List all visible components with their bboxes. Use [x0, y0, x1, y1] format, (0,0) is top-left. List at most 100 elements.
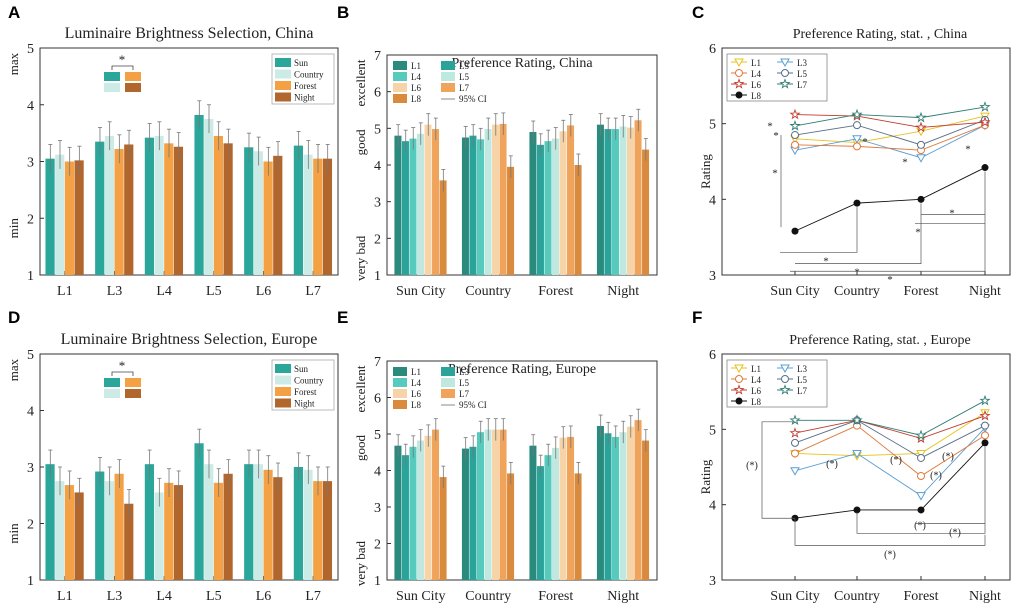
panel-b: B 1 2 3 4 5 6 7 Sun City Country Forest Night Prefer… [337, 3, 658, 299]
panel-letter: E [337, 308, 348, 327]
bar [611, 129, 619, 275]
marker [779, 78, 791, 89]
bar [476, 139, 484, 275]
bar [322, 481, 333, 580]
bar [424, 435, 432, 580]
chart-title: Preference Rating, China [451, 56, 593, 71]
series-line [794, 419, 986, 459]
legend-swatch [441, 367, 455, 376]
bar [263, 161, 273, 275]
marker [735, 397, 743, 405]
legend-swatch [275, 58, 291, 67]
legend-label: Country [294, 376, 324, 386]
x-tick-label: Night [969, 284, 1001, 299]
legend-swatch [275, 364, 291, 373]
marker [853, 121, 861, 130]
bar [124, 503, 134, 580]
x-tick-label: Sun City [396, 589, 445, 604]
y-tick-label: 7 [374, 355, 381, 370]
bar [642, 440, 650, 580]
y-tick-label: 3 [709, 574, 716, 589]
marker [853, 506, 861, 514]
legend-label: Sun [294, 58, 309, 68]
legend-label: L5 [797, 375, 807, 385]
legend-label: Night [294, 399, 315, 409]
marker [917, 195, 925, 203]
legend-label: L7 [459, 389, 469, 399]
marker [915, 111, 927, 123]
marker [981, 431, 989, 440]
bar [461, 137, 469, 275]
bar [273, 477, 283, 580]
x-tick-label: L5 [206, 589, 222, 604]
legend-swatch [393, 72, 407, 81]
sig-star: * [823, 255, 829, 267]
panel-letter: A [8, 3, 20, 22]
x-tick-label: Forest [904, 284, 939, 299]
bar [484, 429, 492, 580]
bar [567, 436, 575, 580]
marker [917, 506, 925, 514]
legend-swatch [393, 400, 407, 409]
legend-label: L3 [459, 367, 469, 377]
marker [853, 142, 861, 151]
bar [154, 135, 164, 275]
y-label-max: max [6, 52, 21, 75]
legend-swatch [393, 367, 407, 376]
x-tick-label: L1 [57, 284, 73, 299]
marker [852, 135, 862, 144]
marker [979, 116, 991, 127]
bar [244, 147, 254, 275]
bar [164, 143, 174, 275]
bar [293, 467, 303, 580]
legend-swatch [393, 378, 407, 387]
bar [642, 149, 650, 275]
y-tick-label: 1 [374, 269, 381, 284]
bar [95, 471, 105, 580]
legend-swatch [275, 69, 291, 79]
sig-bracket [780, 207, 858, 253]
bar [303, 154, 313, 275]
x-tick-label: Country [465, 589, 511, 604]
sig-swatch [104, 83, 120, 92]
bar [559, 437, 567, 580]
bar [95, 141, 105, 275]
legend-label: L8 [751, 397, 761, 407]
marker [733, 384, 745, 395]
bar [492, 124, 500, 276]
bar [64, 161, 75, 275]
bar [173, 146, 184, 275]
legend-label: L6 [751, 386, 761, 396]
bar [476, 432, 484, 580]
legend-label: L5 [797, 69, 807, 79]
sig-star: * [773, 130, 779, 142]
marker [781, 69, 789, 77]
bar [303, 469, 313, 580]
x-tick-label: L5 [206, 284, 222, 299]
x-tick-label: Country [465, 284, 511, 299]
legend-label: L7 [797, 80, 807, 90]
y-label-verybad: very bad [353, 540, 368, 586]
sig-star: * [772, 168, 778, 180]
marker [780, 364, 790, 374]
legend-swatch [441, 378, 455, 387]
sig-swatch [104, 72, 120, 81]
legend-label: L8 [751, 91, 761, 101]
sig-bracket [111, 371, 134, 376]
y-label-min: min [6, 523, 21, 544]
marker [789, 427, 801, 438]
bar [244, 464, 254, 580]
legend-label: L8 [411, 400, 421, 410]
bar [499, 123, 507, 275]
sig-star: * [854, 267, 860, 279]
y-tick-label: 4 [27, 99, 34, 114]
y-tick-label: 4 [374, 465, 381, 480]
sig-star: (*) [890, 455, 902, 466]
bar [596, 425, 604, 580]
legend-label: L4 [411, 378, 421, 388]
bar [55, 481, 65, 580]
y-tick-label: 3 [709, 269, 716, 284]
bar [424, 124, 432, 276]
y-tick-label: 3 [27, 156, 34, 171]
